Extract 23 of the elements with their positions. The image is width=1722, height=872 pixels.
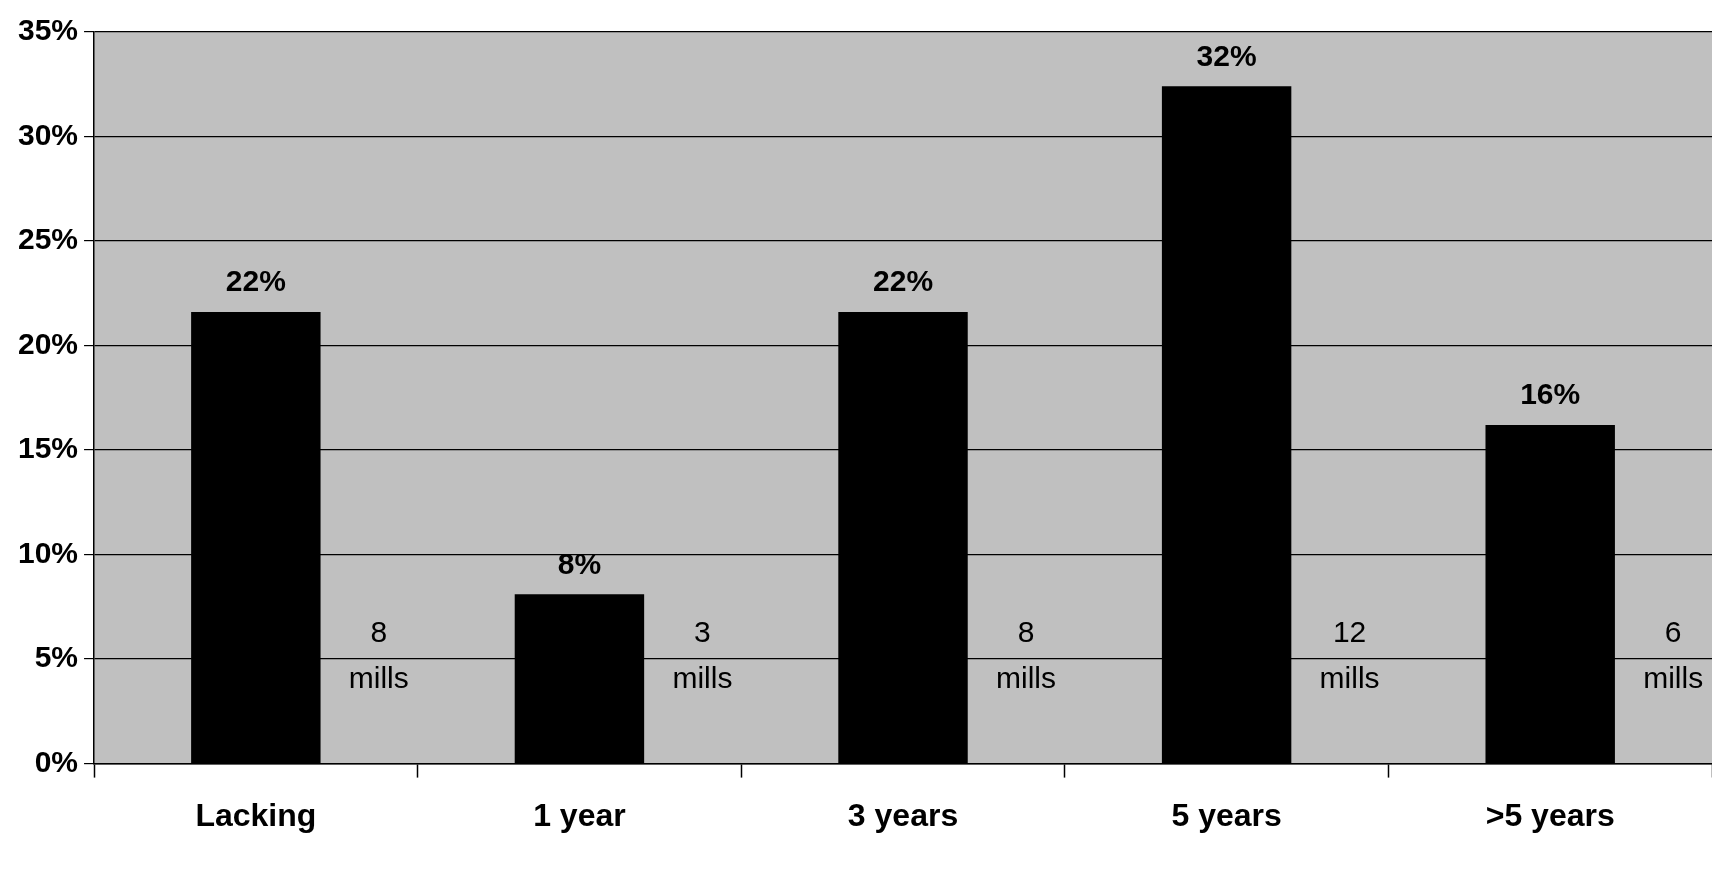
y-tick-label: 0% xyxy=(34,744,79,778)
x-tick-label: 1 year xyxy=(533,796,626,833)
annotation: 12 mills xyxy=(1319,615,1380,695)
x-tick-label: >5 years xyxy=(1485,796,1615,833)
data-label: 32% xyxy=(1196,38,1257,72)
y-tick-label: 20% xyxy=(18,326,79,360)
data-label: 22% xyxy=(225,264,286,298)
y-tick-label: 25% xyxy=(18,222,79,256)
y-tick-label: 35% xyxy=(18,13,79,47)
annotation: 8 mills xyxy=(995,615,1056,695)
y-tick-label: 10% xyxy=(18,535,79,569)
annotation: 6 mills xyxy=(1643,615,1704,695)
y-tick-label: 30% xyxy=(18,117,79,151)
y-tick-label: 15% xyxy=(18,431,79,465)
x-tick-label: 5 years xyxy=(1171,796,1282,833)
x-tick-label: Lacking xyxy=(195,796,317,833)
x-tick-label: 3 years xyxy=(847,796,959,833)
data-label: 16% xyxy=(1520,377,1581,411)
annotation: 3 mills xyxy=(672,615,733,695)
data-label: 22% xyxy=(873,264,934,298)
data-label: 8% xyxy=(557,546,602,580)
y-tick-label: 5% xyxy=(34,640,79,674)
annotation: 8 mills xyxy=(348,615,409,695)
